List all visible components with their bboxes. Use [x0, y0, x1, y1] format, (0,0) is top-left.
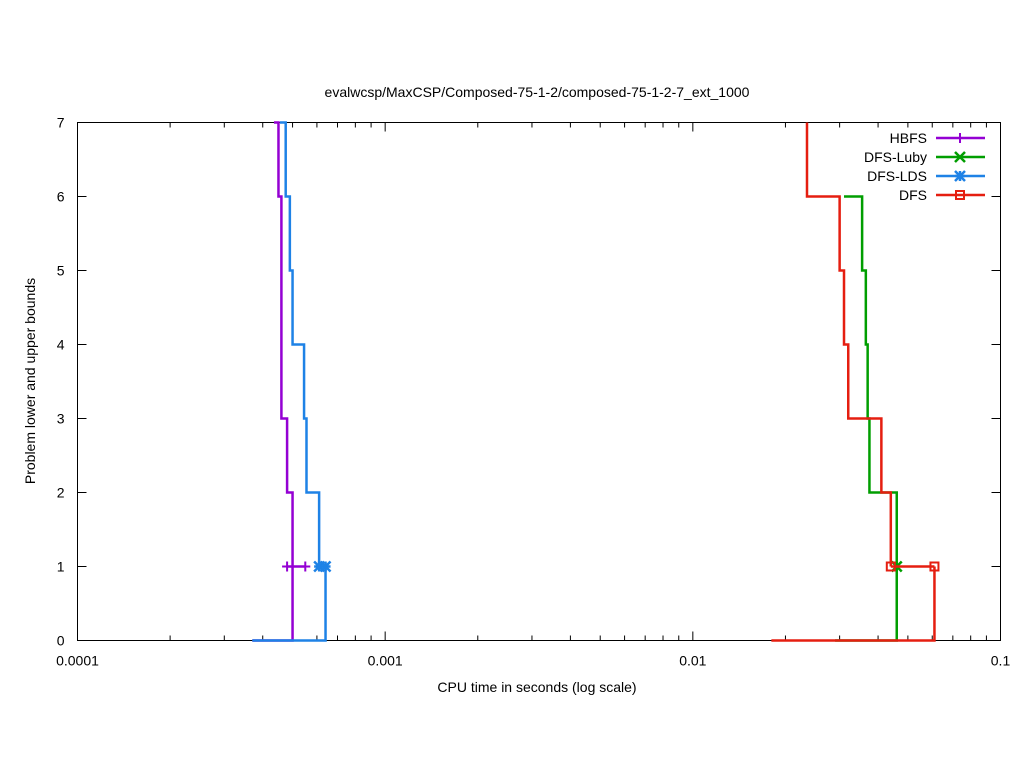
- legend-item-dfs-luby: DFS-Luby: [864, 149, 985, 165]
- y-tick-label: 2: [57, 485, 65, 501]
- legend-item-hbfs: HBFS: [890, 130, 985, 146]
- y-tick-label: 6: [57, 189, 65, 205]
- axis-tick-labels: 0.0001 0.001 0.01 0.1 0 1 2 3 4 5 6 7: [56, 115, 1010, 669]
- legend-marker: [954, 170, 966, 182]
- legend: HBFS DFS-Luby DFS-LDS DFS: [864, 130, 985, 203]
- legend-item-dfs: DFS: [899, 187, 985, 203]
- series-dfs: [771, 122, 940, 642]
- legend-marker: [955, 133, 965, 143]
- series-lower-bound-line: [835, 566, 898, 642]
- y-tick-label: 3: [57, 411, 65, 427]
- y-tick-label: 7: [57, 115, 65, 131]
- y-tick-label: 0: [57, 633, 65, 649]
- series-upper-bound-line: [273, 121, 294, 567]
- x-tick-label: 0.01: [679, 653, 706, 669]
- y-tick-label: 5: [57, 263, 65, 279]
- y-axis-label: Problem lower and upper bounds: [22, 278, 38, 484]
- legend-label: DFS: [899, 187, 927, 203]
- series-upper-bound-line: [844, 195, 898, 567]
- series-group: [252, 121, 940, 642]
- plot-area: [77, 122, 1001, 641]
- chart-title: evalwcsp/MaxCSP/Composed-75-1-2/composed…: [325, 84, 750, 100]
- axis-ticks: [77, 122, 1001, 641]
- legend-marker: [955, 190, 965, 200]
- plot-frame: [77, 122, 1001, 641]
- x-tick-label: 0.001: [368, 653, 403, 669]
- series-lower-bound-line: [252, 566, 294, 642]
- data-point-marker: [319, 560, 332, 573]
- legend-marker: [954, 151, 966, 163]
- legend-label: DFS-LDS: [867, 168, 927, 184]
- x-axis-label: CPU time in seconds (log scale): [437, 679, 636, 695]
- series-lower-bound-line: [771, 566, 936, 642]
- series-upper-bound-line: [279, 121, 321, 567]
- y-tick-label: 4: [57, 337, 65, 353]
- series-lower-bound-line: [252, 566, 327, 642]
- y-tick-label: 1: [57, 559, 65, 575]
- x-tick-label: 0.1: [991, 653, 1011, 669]
- legend-label: HBFS: [890, 130, 927, 146]
- legend-label: DFS-Luby: [864, 149, 927, 165]
- series-upper-bound-line: [805, 122, 893, 567]
- x-tick-label: 0.0001: [56, 653, 99, 669]
- legend-item-dfs-lds: DFS-LDS: [867, 168, 985, 184]
- series-dfs-lds: [252, 121, 332, 642]
- series-hbfs: [252, 121, 311, 642]
